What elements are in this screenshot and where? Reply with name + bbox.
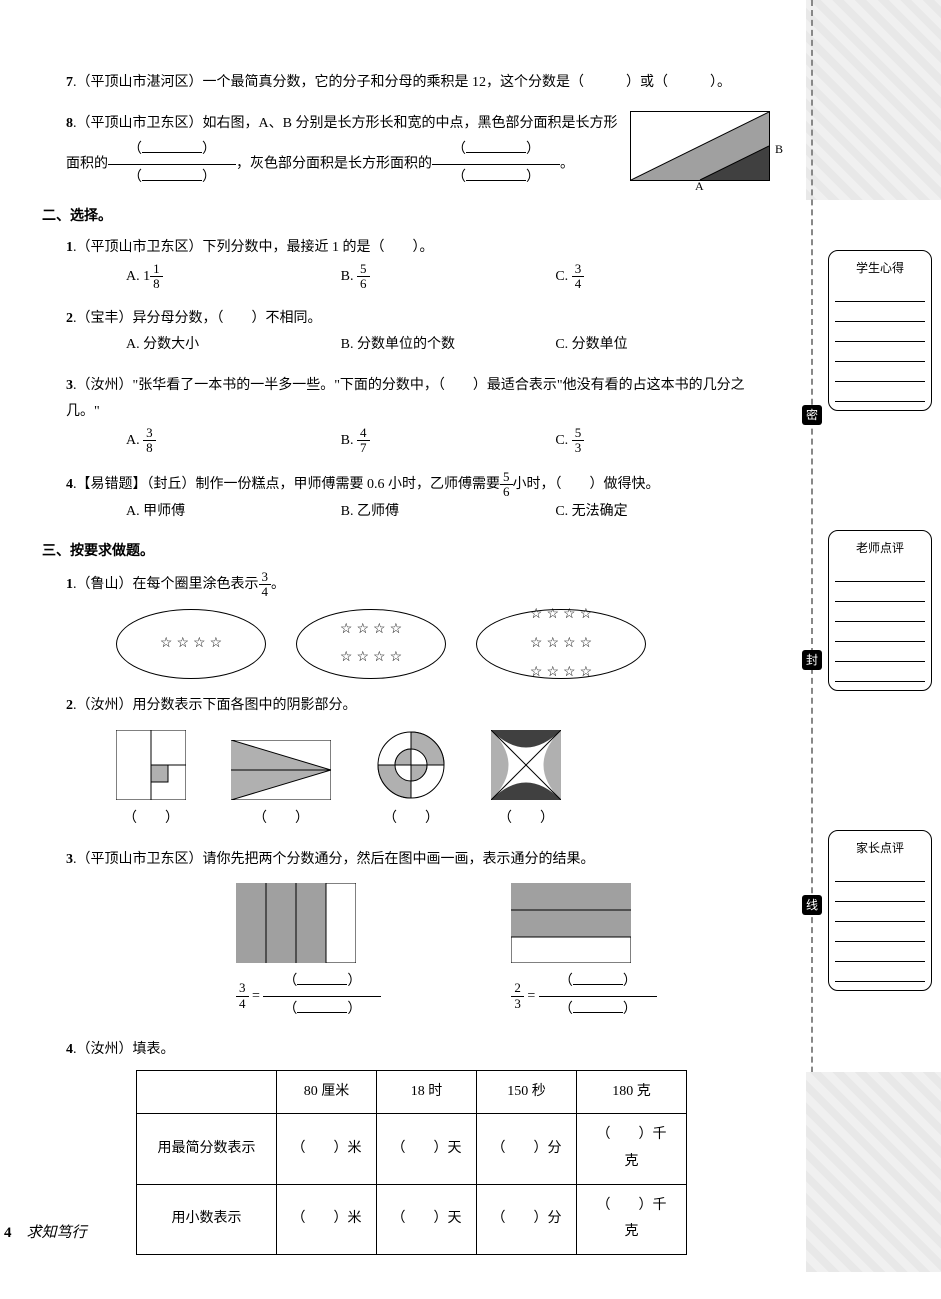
- opt-b: B. 47: [341, 426, 556, 456]
- page-footer: 4 求知笃行: [4, 1221, 87, 1242]
- pre: 制作一份糕点，甲师傅需要 0.6 小时，乙师傅需要: [196, 477, 501, 492]
- options: A. 分数大小 B. 分数单位的个数 C. 分数单位: [66, 332, 770, 359]
- s3-question-2: 2.（汝州）用分数表示下面各图中的阴影部分。 （ ） （ ） （ ） （ ）: [30, 693, 770, 832]
- q7-num: 7: [66, 75, 73, 90]
- tongfen-figs: 34 = （）（） 23 = （）（）: [66, 883, 770, 1023]
- s2-question-1: 1.（平顶山市卫东区）下列分数中，最接近 1 的是（ ）。 A. 118 B. …: [30, 235, 770, 291]
- q8-end: 。: [560, 157, 574, 172]
- options: A. 118 B. 56 C. 34: [66, 262, 770, 292]
- opt-a: A. 分数大小: [126, 332, 341, 359]
- q8-figure: A B: [630, 111, 770, 181]
- opt-a: A. 38: [126, 426, 341, 456]
- opt-b: B. 56: [341, 262, 556, 292]
- label-a: A: [695, 175, 704, 198]
- opt-c: C. 34: [555, 262, 770, 292]
- ovals: ☆☆☆☆ ☆☆☆☆☆☆☆☆ ☆☆☆☆☆☆☆☆☆☆☆☆: [66, 609, 770, 679]
- opt-c: C. 分数单位: [555, 332, 770, 359]
- pre: 在每个圈里涂色表示: [133, 577, 259, 592]
- shapes-row: （ ） （ ） （ ） （ ）: [66, 730, 770, 833]
- qnum: 2: [66, 698, 73, 713]
- text: 用分数表示下面各图中的阴影部分。: [133, 698, 357, 713]
- question-7: 7.（平顶山市湛河区）一个最简真分数，它的分子和分母的乘积是 12，这个分数是（…: [30, 70, 770, 97]
- oval-4: ☆☆☆☆: [116, 609, 266, 679]
- section-3-title: 三、按要求做题。: [42, 540, 770, 560]
- text: 异分母分数，（ ）不相同。: [133, 311, 322, 326]
- text: "张华看了一本书的一半多一些。"下面的分数中，（ ）最适合表示"他没有看的占这本…: [66, 378, 745, 420]
- text: 填表。: [133, 1042, 175, 1057]
- oval-12: ☆☆☆☆☆☆☆☆☆☆☆☆: [476, 609, 646, 679]
- question-8: 8.（平顶山市卫东区）如右图，A、B 分别是长方形长和宽的中点，黑色部分面积是长…: [30, 111, 770, 192]
- marker-mi: 密: [802, 405, 822, 425]
- opt-b: B. 分数单位的个数: [341, 332, 556, 359]
- src: （鲁山）: [77, 577, 133, 592]
- post: 。: [271, 577, 285, 592]
- s3-question-1: 1.（鲁山）在每个圈里涂色表示34。 ☆☆☆☆ ☆☆☆☆☆☆☆☆ ☆☆☆☆☆☆☆…: [30, 570, 770, 680]
- opt-b: B. 乙师傅: [341, 499, 556, 526]
- src: （汝州）: [77, 378, 133, 393]
- src: （平顶山市卫东区）: [77, 240, 203, 255]
- qnum: 4: [66, 477, 73, 492]
- text: 下列分数中，最接近 1 的是（ ）。: [203, 240, 434, 255]
- s2-question-4: 4.【易错题】（封丘）制作一份糕点，甲师傅需要 0.6 小时，乙师傅需要56小时…: [30, 470, 770, 526]
- label-b: B: [775, 138, 783, 161]
- qnum: 3: [66, 852, 73, 867]
- q7-src: （平顶山市湛河区）: [77, 75, 203, 90]
- src: （汝州）: [77, 698, 133, 713]
- oval-8: ☆☆☆☆☆☆☆☆: [296, 609, 446, 679]
- src: （平顶山市卫东区）: [77, 852, 203, 867]
- opt-a: A. 甲师傅: [126, 499, 341, 526]
- tf-1: 34 = （）（）: [236, 883, 381, 1023]
- opt-a: A. 118: [126, 262, 341, 292]
- marker-feng: 封: [802, 650, 822, 670]
- shape-3: （ ）: [376, 730, 446, 833]
- blank-frac: （）（）: [108, 137, 236, 191]
- qnum: 2: [66, 311, 73, 326]
- q8-src: （平顶山市卫东区）: [77, 116, 203, 131]
- post: 小时，（ ）做得快。: [513, 477, 660, 492]
- opt-c: C. 无法确定: [555, 499, 770, 526]
- text: 请你先把两个分数通分，然后在图中画一画，表示通分的结果。: [203, 852, 595, 867]
- src: （封丘）: [147, 477, 196, 492]
- side-panel: 密 封 线 学生心得 老师点评 家长点评: [806, 0, 941, 1272]
- marker-xian: 线: [802, 895, 822, 915]
- qnum: 3: [66, 378, 73, 393]
- page-number: 4: [4, 1225, 12, 1241]
- s2-question-2: 2.（宝丰）异分母分数，（ ）不相同。 A. 分数大小 B. 分数单位的个数 C…: [30, 306, 770, 359]
- tf-2: 23 = （）（）: [511, 883, 656, 1023]
- qnum: 1: [66, 240, 73, 255]
- s3-question-3: 3.（平顶山市卫东区）请你先把两个分数通分，然后在图中画一画，表示通分的结果。 …: [30, 847, 770, 1024]
- parent-notes: 家长点评: [828, 830, 932, 991]
- options: A. 38 B. 47 C. 53: [66, 426, 770, 456]
- q8-mid: ，灰色部分面积是长方形面积的: [236, 157, 432, 172]
- section-2-title: 二、选择。: [42, 205, 770, 225]
- deco-bottom: [806, 1072, 941, 1272]
- shape-4: （ ）: [491, 730, 561, 833]
- page-content: 7.（平顶山市湛河区）一个最简真分数，它的分子和分母的乘积是 12，这个分数是（…: [0, 0, 800, 1299]
- fill-table: 80 厘米18 时150 秒180 克 用最简分数表示（ ）米（ ）天（ ）分（…: [136, 1070, 687, 1255]
- q8-num: 8: [66, 116, 73, 131]
- q7-text: 一个最简真分数，它的分子和分母的乘积是 12，这个分数是（ ）或（ ）。: [203, 75, 732, 90]
- shape-1: （ ）: [116, 730, 186, 833]
- options: A. 甲师傅 B. 乙师傅 C. 无法确定: [66, 499, 770, 526]
- deco-top: [806, 0, 941, 200]
- student-notes: 学生心得: [828, 250, 932, 411]
- shape-2: （ ）: [231, 740, 331, 833]
- blank-frac: （）（）: [432, 137, 560, 191]
- s3-question-4: 4.（汝州）填表。 80 厘米18 时150 秒180 克 用最简分数表示（ ）…: [30, 1037, 770, 1255]
- s2-question-3: 3.（汝州）"张华看了一本书的一半多一些。"下面的分数中，（ ）最适合表示"他没…: [30, 373, 770, 456]
- opt-c: C. 53: [555, 426, 770, 456]
- footer-title: 求知笃行: [27, 1225, 87, 1241]
- qnum: 4: [66, 1042, 73, 1057]
- src: （汝州）: [77, 1042, 133, 1057]
- teacher-notes: 老师点评: [828, 530, 932, 691]
- qnum: 1: [66, 577, 73, 592]
- src: （宝丰）: [77, 311, 133, 326]
- tag: 【易错题】: [77, 477, 147, 492]
